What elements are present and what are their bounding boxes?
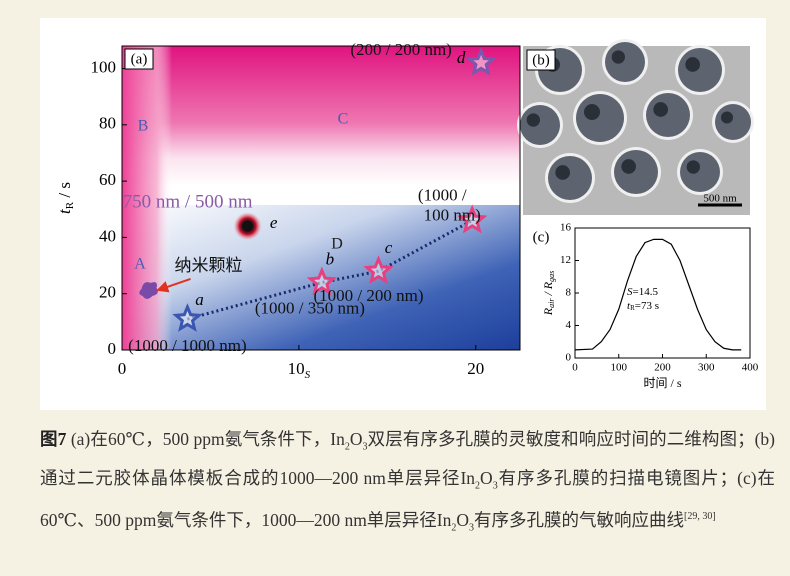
point-letter: d bbox=[457, 48, 466, 67]
point-label: (200 / 200 nm) bbox=[350, 40, 452, 59]
axes-frame bbox=[575, 228, 750, 358]
pore bbox=[678, 48, 722, 92]
pore-spot bbox=[555, 165, 570, 180]
y-label-sub: gas bbox=[547, 271, 556, 282]
figure-number: 图7 bbox=[40, 429, 66, 449]
point-letter: a bbox=[195, 290, 204, 309]
x-tick-label: 300 bbox=[698, 362, 715, 374]
panel-tag: (c) bbox=[533, 229, 550, 245]
y-axis-label: Rair / Rgas bbox=[541, 271, 556, 316]
y-tick-label: 8 bbox=[566, 287, 572, 299]
caption-text: O bbox=[350, 429, 363, 449]
x-axis-label: 时间 / s bbox=[643, 376, 681, 390]
x-axis-label: 10S bbox=[288, 359, 311, 381]
y-label-rest: / s bbox=[55, 182, 74, 202]
x-tick-label: 20 bbox=[467, 359, 484, 378]
y-tick-label: 100 bbox=[91, 57, 117, 76]
pore bbox=[548, 156, 592, 200]
point-label: 100 nm) bbox=[424, 205, 481, 224]
annotation: tR=73 s bbox=[627, 300, 659, 312]
panel-tag: (a) bbox=[131, 51, 148, 67]
x-label-sub: S bbox=[305, 369, 311, 381]
x-tick-label: 0 bbox=[572, 362, 578, 374]
pore bbox=[614, 150, 658, 194]
annotation: S=14.5 bbox=[627, 286, 658, 298]
x-tick-label: 0 bbox=[118, 359, 127, 378]
point-label: 纳米颗粒 bbox=[175, 256, 243, 275]
pore bbox=[680, 152, 720, 192]
dot-marker bbox=[243, 221, 253, 231]
y-tick-label: 16 bbox=[560, 222, 572, 234]
y-axis-label: tR / s bbox=[55, 182, 76, 214]
y-tick-label: 80 bbox=[99, 114, 116, 133]
pore-spot bbox=[621, 159, 636, 174]
caption-text: (a)在60℃，500 ppm氨气条件下，In bbox=[66, 429, 345, 449]
x-tick-label: 400 bbox=[742, 362, 759, 374]
caption-text: O bbox=[480, 468, 493, 488]
point-label: (1000 / bbox=[418, 185, 467, 204]
pore-spot bbox=[687, 160, 700, 173]
pore bbox=[605, 42, 645, 82]
annotation-rest: =14.5 bbox=[633, 286, 659, 298]
pore bbox=[520, 105, 560, 145]
y-tick-label: 20 bbox=[99, 283, 116, 302]
pore-spot bbox=[685, 57, 700, 72]
point-letter: e bbox=[270, 213, 278, 232]
region-label: A bbox=[134, 256, 146, 273]
x-label-main: 10 bbox=[288, 359, 305, 378]
point-label: (1000 / 1000 nm) bbox=[128, 336, 247, 355]
pore-spot bbox=[527, 113, 540, 126]
page: 500 nm (b) 020406080100010S20tR / s(a)AB… bbox=[0, 0, 790, 576]
pore-spot bbox=[653, 102, 668, 117]
point-letter: c bbox=[385, 238, 393, 257]
caption-text: O bbox=[456, 510, 469, 530]
x-tick-label: 200 bbox=[654, 362, 671, 374]
caption-text: 有序多孔膜的气敏响应曲线 bbox=[474, 510, 684, 530]
region-label: C bbox=[338, 111, 349, 128]
x-tick-label: 100 bbox=[611, 362, 628, 374]
pore bbox=[715, 104, 751, 140]
point-label: (1000 / 200 nm) bbox=[313, 286, 423, 305]
scale-label: 500 nm bbox=[703, 193, 737, 205]
pore bbox=[576, 94, 624, 142]
y-tick-label: 0 bbox=[108, 339, 117, 358]
y-tick-label: 60 bbox=[99, 170, 116, 189]
response-curve bbox=[575, 239, 741, 350]
annotation-rest: =73 s bbox=[635, 300, 659, 312]
y-tick-label: 4 bbox=[566, 319, 572, 331]
pore-spot bbox=[612, 50, 625, 63]
y-tick-label: 40 bbox=[99, 226, 116, 245]
panel-tag: (b) bbox=[532, 52, 550, 68]
y-tick-label: 12 bbox=[560, 254, 571, 266]
caption: 图7 (a)在60℃，500 ppm氨气条件下，In2O3双层有序多孔膜的灵敏度… bbox=[40, 424, 775, 543]
pore bbox=[646, 93, 690, 137]
caption-text: [29, 30] bbox=[684, 511, 716, 522]
point-label: 750 nm / 500 nm bbox=[123, 192, 253, 213]
pore-spot bbox=[584, 104, 600, 120]
region-label: B bbox=[138, 118, 149, 135]
pore-spot bbox=[721, 112, 733, 124]
y-tick-label: 0 bbox=[566, 352, 572, 364]
y-label-mid: / R bbox=[541, 281, 555, 298]
region-top bbox=[122, 46, 520, 186]
point-letter: b bbox=[326, 249, 335, 268]
